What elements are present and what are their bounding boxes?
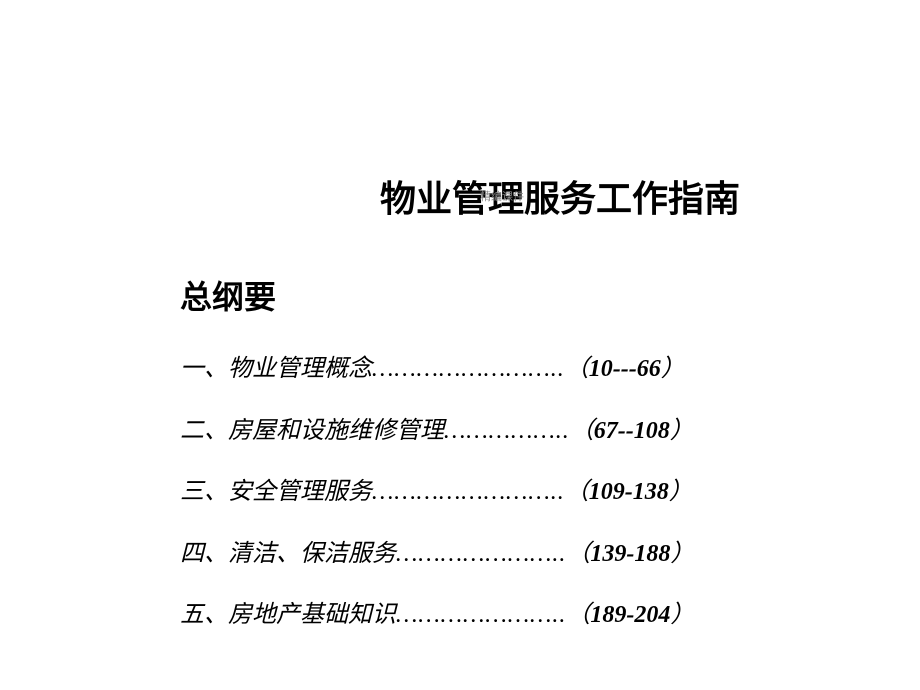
toc-number: 二、 xyxy=(180,415,228,449)
toc-pages: 139-188 xyxy=(590,538,670,572)
toc-pages: 10---66 xyxy=(589,353,661,387)
toc-dots: …………….. xyxy=(444,415,570,449)
toc-item: 二、房屋和设施维修管理……………..（67--108） xyxy=(180,415,840,449)
toc-paren-open: （ xyxy=(566,538,590,572)
toc-item: 五、房地产基础知识…………………..（189-204） xyxy=(180,599,840,633)
toc-dots: ………………….. xyxy=(396,599,566,633)
toc-number: 一、 xyxy=(180,353,228,387)
toc-pages: 189-204 xyxy=(590,599,670,633)
toc-paren-close: ） xyxy=(670,415,694,449)
toc-dots: …………………….. xyxy=(372,476,565,510)
toc-text: 清洁、保洁服务 xyxy=(228,538,396,572)
table-of-contents: 一、物业管理概念……………………..（10---66） 二、房屋和设施维修管理…… xyxy=(180,353,840,633)
toc-paren-close: ） xyxy=(669,476,693,510)
toc-paren-open: （ xyxy=(570,415,594,449)
toc-paren-close: ） xyxy=(661,353,685,387)
toc-dots: ………………….. xyxy=(396,538,566,572)
toc-pages: 67--108 xyxy=(594,415,670,449)
toc-item: 四、清洁、保洁服务…………………..（139-188） xyxy=(180,538,840,572)
toc-item: 一、物业管理概念……………………..（10---66） xyxy=(180,353,840,387)
toc-number: 三、 xyxy=(180,476,228,510)
toc-paren-close: ） xyxy=(670,599,694,633)
toc-paren-open: （ xyxy=(565,476,589,510)
toc-text: 房屋和设施维修管理 xyxy=(228,415,444,449)
toc-paren-close: ） xyxy=(670,538,694,572)
toc-number: 四、 xyxy=(180,538,228,572)
document-container: 物业管理服务工作指南 精编课件 总纲要 一、物业管理概念……………………..（1… xyxy=(0,0,920,633)
toc-item: 三、安全管理服务……………………..（109-138） xyxy=(180,476,840,510)
toc-text: 房地产基础知识 xyxy=(228,599,396,633)
toc-text: 物业管理概念 xyxy=(228,353,372,387)
toc-text: 安全管理服务 xyxy=(228,476,372,510)
toc-pages: 109-138 xyxy=(589,476,669,510)
main-title: 物业管理服务工作指南 精编课件 xyxy=(280,170,840,222)
toc-number: 五、 xyxy=(180,599,228,633)
watermark-text: 精编课件 xyxy=(480,188,524,204)
toc-paren-open: （ xyxy=(566,599,590,633)
toc-paren-open: （ xyxy=(565,353,589,387)
title-text: 物业管理服务工作指南 xyxy=(380,179,740,219)
toc-dots: …………………….. xyxy=(372,353,565,387)
subtitle: 总纲要 xyxy=(180,272,840,318)
